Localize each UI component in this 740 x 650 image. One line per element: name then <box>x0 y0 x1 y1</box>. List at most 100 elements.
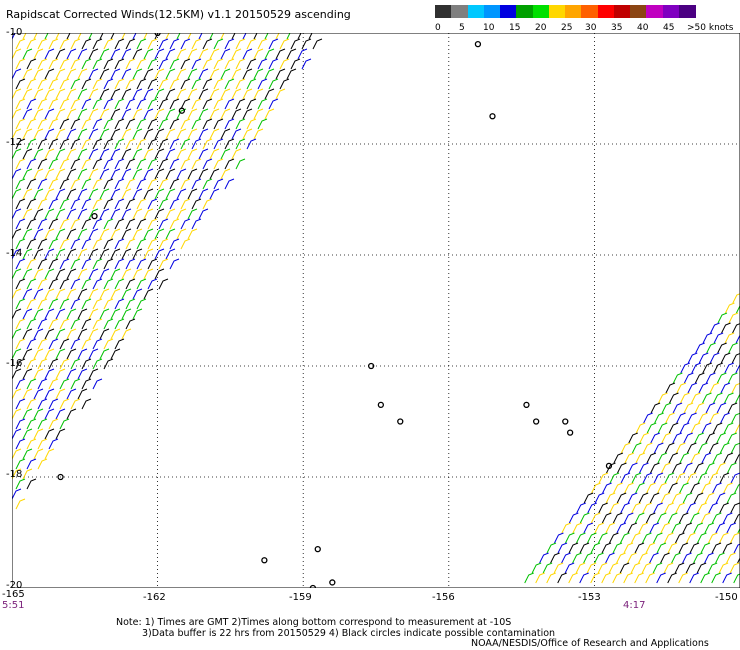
wind-barb <box>685 562 696 574</box>
wind-barb <box>664 472 675 484</box>
wind-barb <box>202 198 213 210</box>
wind-barb <box>114 158 125 170</box>
wind-barb <box>114 278 125 290</box>
wind-barb <box>253 33 258 40</box>
wind-barb <box>125 58 136 70</box>
island-marker <box>605 462 613 470</box>
wind-barb <box>154 228 165 240</box>
wind-barb <box>48 298 59 310</box>
wind-barb <box>220 168 231 180</box>
wind-barb <box>264 48 275 60</box>
wind-barb <box>645 572 655 584</box>
wind-barb <box>191 178 202 190</box>
wind-barb <box>638 522 649 534</box>
wind-barb <box>33 248 44 260</box>
wind-barb <box>650 432 660 444</box>
wind-barb <box>209 148 220 160</box>
wind-barb <box>720 382 731 394</box>
wind-barb <box>22 308 33 320</box>
wind-barb <box>55 228 66 240</box>
wind-barb <box>702 362 713 374</box>
wind-barb <box>664 442 675 454</box>
wind-barb <box>59 418 70 430</box>
wind-barb <box>26 378 37 390</box>
wind-map <box>12 33 740 588</box>
wind-barb <box>737 557 740 564</box>
wind-barb <box>26 198 37 210</box>
wind-barb <box>660 522 671 534</box>
wind-barb <box>70 378 81 390</box>
wind-barb <box>642 472 653 484</box>
wind-barb <box>694 372 705 384</box>
wind-barb <box>143 268 154 280</box>
wind-barb <box>634 572 644 584</box>
wind-barb <box>717 312 728 324</box>
wind-barb <box>257 58 268 70</box>
wind-barb <box>136 98 147 110</box>
wind-barb <box>198 208 209 220</box>
wind-barb <box>187 208 198 220</box>
wind-barb <box>143 48 154 60</box>
wind-barb <box>224 58 235 70</box>
wind-barb <box>583 552 593 564</box>
wind-barb <box>99 148 110 160</box>
wind-barb <box>48 258 59 270</box>
wind-barb <box>180 38 191 50</box>
wind-barb <box>59 238 70 250</box>
wind-barb <box>121 228 132 240</box>
wind-barb <box>646 482 656 494</box>
wind-barb <box>730 442 740 454</box>
wind-barb <box>22 268 33 280</box>
wind-barb <box>209 168 220 180</box>
wind-barb <box>48 418 59 430</box>
wind-barb <box>561 522 572 534</box>
wind-barb <box>110 248 121 260</box>
wind-barb <box>312 38 323 50</box>
wind-barb <box>716 402 727 414</box>
wind-barb <box>616 522 627 534</box>
wind-barb <box>33 228 44 240</box>
wind-barb <box>154 48 165 60</box>
wind-barb <box>12 448 22 460</box>
wind-barb <box>165 33 170 40</box>
wind-barb <box>114 338 125 350</box>
wind-barb <box>579 542 590 554</box>
wind-barb <box>103 218 114 230</box>
wind-barb <box>176 33 181 40</box>
wind-barb <box>15 98 26 110</box>
wind-barb <box>37 458 48 470</box>
wind-barb <box>646 452 657 464</box>
wind-barb <box>724 302 735 314</box>
wind-barb <box>121 108 132 120</box>
lat-tick-label: -12 <box>6 137 23 148</box>
wind-barb <box>37 198 48 210</box>
wind-barb <box>92 258 103 270</box>
wind-barb <box>77 388 88 400</box>
wind-barb <box>66 148 77 160</box>
colorbar-label: 40 <box>637 23 649 33</box>
wind-barb <box>297 33 302 40</box>
wind-barb <box>734 454 740 464</box>
wind-barb <box>623 512 634 524</box>
wind-barb <box>77 268 88 280</box>
wind-barb <box>649 552 659 564</box>
wind-barb <box>114 98 125 110</box>
wind-barb <box>176 188 187 200</box>
wind-barb <box>81 378 92 390</box>
wind-barb <box>609 472 620 484</box>
wind-barb <box>730 502 740 514</box>
wind-barb <box>242 68 253 80</box>
wind-barb <box>44 33 49 40</box>
wind-barb <box>59 98 70 110</box>
wind-barb <box>719 532 729 544</box>
wind-barb <box>730 472 740 484</box>
wind-barb <box>33 288 44 300</box>
wind-barb <box>143 148 154 160</box>
wind-barb <box>121 48 132 60</box>
wind-barb <box>33 168 44 180</box>
wind-barb <box>66 108 77 120</box>
wind-barb <box>224 78 235 90</box>
wind-barb <box>209 48 220 60</box>
wind-barb <box>44 168 55 180</box>
wind-barb <box>180 78 191 90</box>
